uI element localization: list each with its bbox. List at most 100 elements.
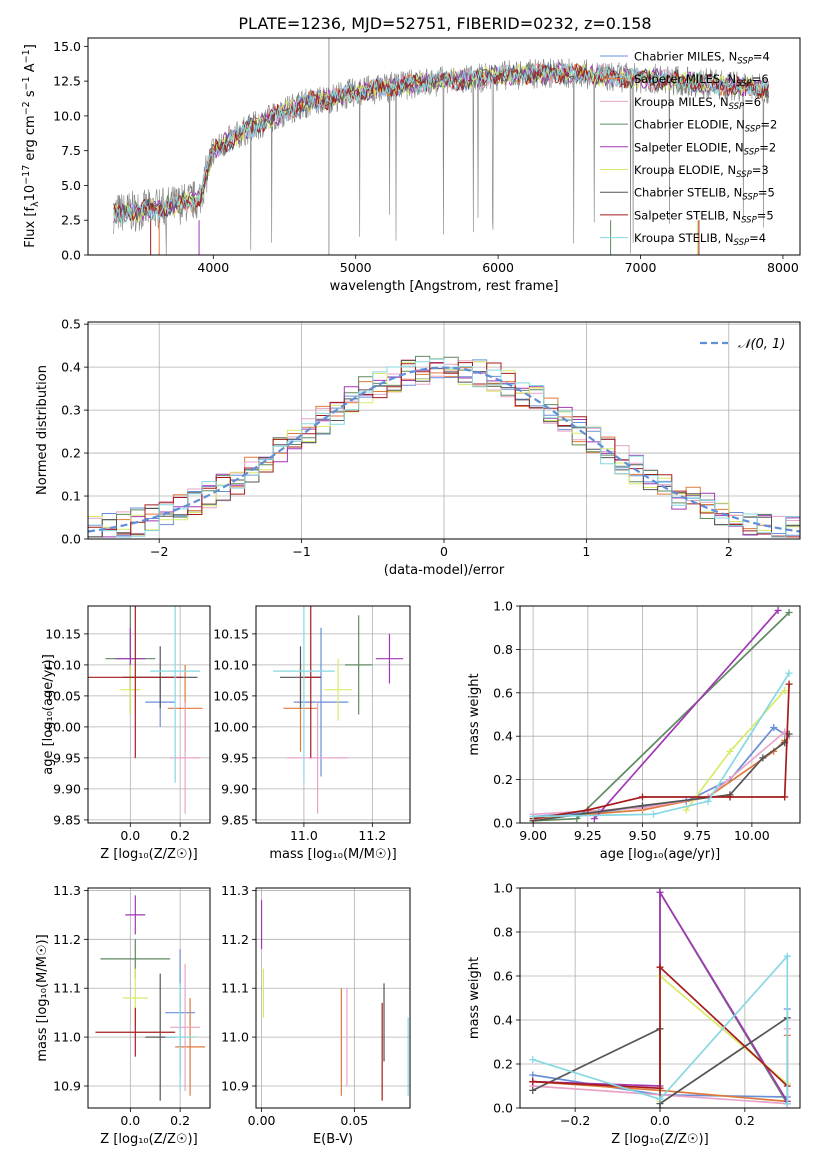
weights_vs_z-panel: −0.2 0.0 0.2 0.0 0.2 0.4 0.6 0.8 1.0 Z [log₁₀(Z/Z… — [467, 881, 801, 1147]
x-tick-label: 0.0 — [120, 828, 140, 843]
residual-histogram — [88, 359, 800, 537]
weights_vs_z-marks — [529, 888, 791, 1108]
weights_vs_age-marks — [529, 606, 793, 823]
legend-entry: Kroupa STELIB, NSSP=4 — [634, 231, 766, 248]
legend-entry: 𝒩(0, 1) — [738, 337, 785, 352]
weight-marker — [682, 806, 690, 814]
legend-entry: Kroupa ELODIE, NSSP=3 — [634, 163, 769, 180]
y-tick-label: 0.0 — [61, 248, 81, 263]
y-tick-label: 15.0 — [53, 39, 81, 54]
y-tick-label: 0.5 — [61, 317, 81, 332]
legend-entry: Salpeter MILES, NSSP=6 — [634, 72, 769, 89]
y-tick-label: 10.05 — [213, 688, 249, 703]
y-tick-label: 2.5 — [61, 213, 81, 228]
y-tick-label: 0.2 — [61, 446, 81, 461]
age_vs_z-frame — [87, 605, 211, 824]
y-tick-label: 11.0 — [53, 1030, 81, 1045]
x-axis-label: age [log₁₀(age/yr)] — [600, 847, 721, 862]
spectrum-model-line — [113, 63, 769, 224]
x-tick-label: 7000 — [625, 260, 657, 275]
y-tick-label: 0.8 — [493, 642, 513, 657]
weight-line — [532, 684, 790, 820]
spectrum-marks — [113, 38, 769, 255]
y-tick-label: 0.6 — [493, 969, 513, 984]
y-tick-label: 0.0 — [61, 532, 81, 547]
weight-line — [532, 965, 788, 1090]
weight-line — [532, 953, 789, 1104]
y-tick-label: 11.2 — [221, 932, 249, 947]
age_vs_z-panel: 0.0 0.2 9.85 9.90 9.95 10.00 10.05 10.10 10.15 Z … — [41, 605, 211, 862]
weight-marker — [726, 793, 734, 801]
weight-marker — [785, 669, 793, 677]
weight-line — [593, 609, 779, 820]
normal-curve — [88, 366, 800, 533]
x-tick-label: 0.05 — [340, 1113, 368, 1128]
residuals-marks — [88, 355, 800, 538]
y-tick-label: 1.0 — [493, 881, 513, 896]
y-axis-label: age [log₁₀(age/yr)] — [41, 654, 56, 775]
x-tick-label: 0.2 — [170, 1113, 190, 1128]
y-tick-label: 11.2 — [53, 932, 81, 947]
weight-line — [533, 611, 790, 822]
residual-histogram — [88, 358, 800, 538]
y-tick-label: 11.1 — [221, 981, 249, 996]
x-tick-label: 11.0 — [290, 828, 318, 843]
y-tick-label: 0.6 — [493, 685, 513, 700]
y-axis-label: Flux [fλ10−17 erg cm−2 s−1 A−1] — [21, 44, 41, 248]
y-tick-label: 10.00 — [45, 719, 81, 734]
x-tick-label: 9.50 — [629, 828, 657, 843]
x-tick-label: 9.75 — [683, 828, 711, 843]
y-tick-label: 11.0 — [221, 1030, 249, 1045]
weight-marker — [704, 797, 712, 805]
weight-marker — [656, 888, 664, 896]
weight-line — [532, 733, 790, 822]
y-axis-label: Normed distribution — [35, 365, 50, 495]
x-tick-label: 0.0 — [120, 1113, 140, 1128]
weight-marker — [529, 1086, 537, 1094]
x-axis-label: E(B-V) — [313, 1132, 353, 1147]
y-tick-label: 10.0 — [53, 108, 81, 123]
weight-marker — [785, 680, 793, 688]
weight-marker — [639, 793, 646, 801]
age_vs_mass-panel: 11.0 11.2 9.85 9.90 9.95 10.00 10.05 10.10 10.15… — [213, 605, 411, 862]
x-tick-label: 9.00 — [519, 828, 547, 843]
x-axis-label: Z [log₁₀(Z/Z☉)] — [100, 847, 197, 862]
weight-marker — [770, 724, 778, 732]
x-axis-label: Z [log₁₀(Z/Z☉)] — [611, 1132, 708, 1147]
x-tick-label: 1 — [582, 544, 590, 559]
weights_vs_z-frame — [519, 887, 801, 1109]
residuals-panel: −2 −1 0 1 2 0.0 0.1 0.2 0.3 0.4 0.5 (data-model)/er… — [35, 317, 801, 578]
weight-line — [533, 672, 790, 818]
x-tick-label: 4000 — [197, 260, 229, 275]
weight-line — [685, 690, 786, 811]
legend-entry: Chabrier ELODIE, NSSP=2 — [634, 118, 777, 135]
weight-line — [659, 974, 788, 1102]
weight-marker — [781, 687, 789, 695]
weight-marker — [785, 609, 793, 617]
y-axis-label: mass weight — [467, 673, 482, 755]
residuals-frame — [87, 321, 801, 540]
y-tick-label: 5.0 — [61, 178, 81, 193]
weight-marker — [759, 754, 767, 762]
weight-marker — [726, 747, 734, 755]
y-tick-label: 9.95 — [53, 750, 81, 765]
x-tick-label: 5000 — [340, 260, 372, 275]
x-axis-label: wavelength [Angstrom, rest frame] — [330, 279, 559, 294]
y-tick-label: 11.3 — [53, 883, 81, 898]
weight-marker — [639, 802, 646, 810]
y-tick-label: 0.0 — [493, 816, 513, 831]
y-tick-label: 11.1 — [53, 981, 81, 996]
legend-entry: Salpeter ELODIE, NSSP=2 — [634, 140, 776, 157]
spectrum-model-line — [113, 63, 769, 222]
x-tick-label: −0.2 — [560, 1113, 590, 1128]
x-tick-label: 6000 — [482, 260, 514, 275]
weight-marker — [656, 1084, 664, 1092]
weight-marker — [584, 806, 592, 814]
spectrum-panel: 4000 5000 6000 7000 8000 0.0 2.5 5.0 7.5 10.0 12.5… — [21, 37, 801, 294]
y-tick-label: 0.8 — [493, 925, 513, 940]
y-tick-label: 9.95 — [221, 750, 249, 765]
y-tick-label: 12.5 — [53, 74, 81, 89]
spectrum-frame — [87, 37, 801, 256]
x-tick-label: 11.2 — [358, 828, 386, 843]
